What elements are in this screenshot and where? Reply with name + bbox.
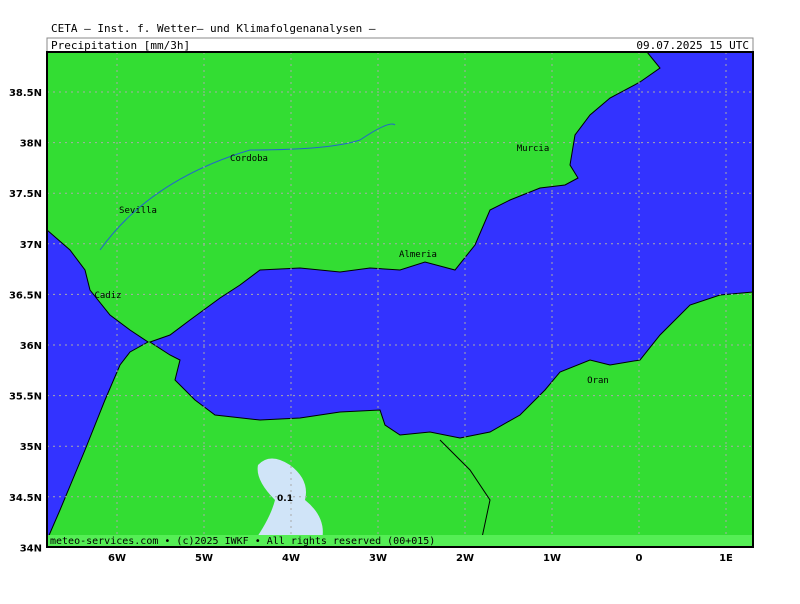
place-label: Sevilla [119,206,157,216]
lat-label: 35N [20,442,42,453]
lat-label: 38N [20,139,42,150]
mediterranean-sea [148,52,753,439]
place-label: Cordoba [230,154,268,164]
river [99,123,396,251]
lon-label: 1E [719,553,733,564]
lat-label: 34.5N [9,493,42,504]
place-label: Cadiz [94,291,121,301]
place-label: Almeria [399,250,437,260]
lon-label: 5W [195,553,213,564]
grid [47,52,753,547]
lon-label: 0 [636,553,643,564]
lon-label: 2W [456,553,474,564]
map: meteo-services.com • (c)2025 IWKF • All … [46,51,754,548]
lat-label: 38.5N [9,88,42,99]
lat-label: 35.5N [9,392,42,403]
lon-label: 4W [282,553,300,564]
lat-label: 34N [20,543,42,554]
border [439,439,491,547]
map-frame [46,51,754,548]
lat-label: 36N [20,341,42,352]
valid-time: 09.07.2025 15 UTC [636,39,749,52]
place-label: Murcia [517,144,550,154]
footer: meteo-services.com • (c)2025 IWKF • All … [50,536,435,547]
lon-label: 1W [543,553,561,564]
footer-bar [47,535,753,547]
lat-label: 36.5N [9,290,42,301]
atlantic-ocean [47,229,149,541]
lon-label: 6W [108,553,126,564]
precip-area [250,458,323,547]
lat-label: 37.5N [9,189,42,200]
product-title: Precipitation [mm/3h] [51,39,190,52]
source-title: CETA — Inst. f. Wetter— und Klimafolgena… [51,22,376,35]
lat-label: 37N [20,240,42,251]
lon-label: 3W [369,553,387,564]
place-label: Oran [587,376,609,386]
contour-label: 0.1 [277,494,293,504]
